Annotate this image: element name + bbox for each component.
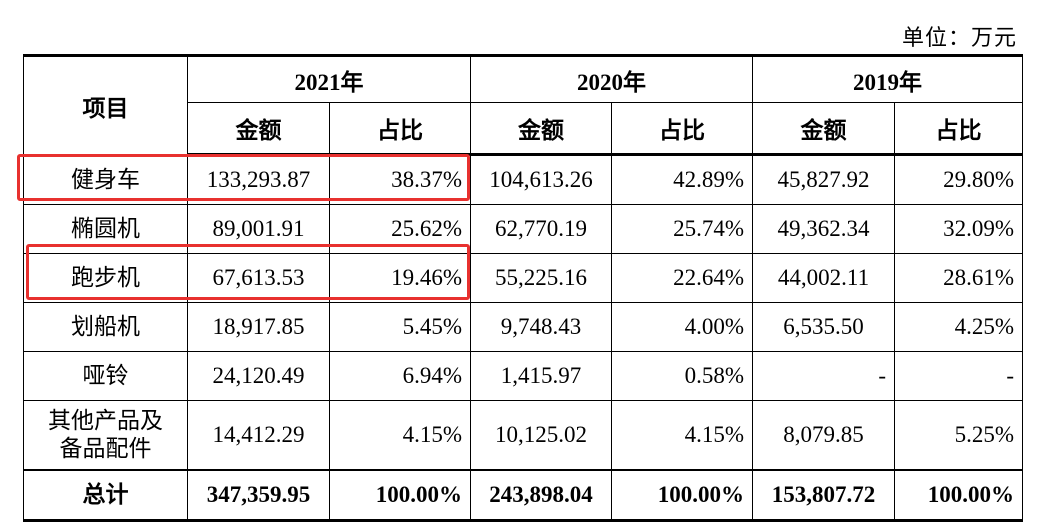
cell-amount: 45,827.92: [752, 154, 895, 205]
cell-ratio: 4.15%: [329, 400, 471, 471]
total-label: 总计: [23, 469, 188, 521]
cell-amount: 89,001.91: [187, 204, 330, 254]
cell-ratio: 0.58%: [611, 351, 753, 401]
cell-amount: 1,415.97: [470, 351, 612, 401]
row-label-line2: 备品配件: [59, 436, 152, 461]
cell-amount: 347,359.95: [187, 469, 330, 521]
table-row: 健身车 133,293.87 38.37% 104,613.26 42.89% …: [23, 154, 1023, 205]
cell-ratio: 29.80%: [894, 154, 1023, 205]
cell-amount: 6,535.50: [752, 302, 895, 352]
row-label-line1: 其他产品及: [48, 408, 163, 433]
cell-ratio: 4.00%: [611, 302, 753, 352]
cell-amount: 49,362.34: [752, 204, 895, 254]
cell-amount: 67,613.53: [187, 253, 330, 303]
row-label: 健身车: [23, 154, 188, 205]
cell-amount: 24,120.49: [187, 351, 330, 401]
cell-ratio: 4.25%: [894, 302, 1023, 352]
revenue-table: 项目 2021年 2020年 2019年 金额 占比 金额 占比 金额 占比 健…: [23, 54, 1023, 522]
row-label: 划船机: [23, 302, 188, 352]
row-label: 跑步机: [23, 253, 188, 303]
cell-ratio: 6.94%: [329, 351, 471, 401]
cell-amount: 10,125.02: [470, 400, 612, 471]
cell-ratio: 4.15%: [611, 400, 753, 471]
header-amount: 金额: [187, 102, 330, 156]
total-row: 总计 347,359.95 100.00% 243,898.04 100.00%…: [23, 469, 1023, 521]
cell-ratio: 100.00%: [894, 469, 1023, 521]
row-label: 其他产品及 备品配件: [23, 400, 188, 471]
cell-amount: -: [752, 351, 895, 401]
header-amount: 金额: [470, 102, 612, 156]
table-row: 跑步机 67,613.53 19.46% 55,225.16 22.64% 44…: [23, 253, 1023, 303]
cell-ratio: 19.46%: [329, 253, 471, 303]
row-label: 哑铃: [23, 351, 188, 401]
cell-amount: 44,002.11: [752, 253, 895, 303]
cell-amount: 153,807.72: [752, 469, 895, 521]
cell-amount: 104,613.26: [470, 154, 612, 205]
table-row: 哑铃 24,120.49 6.94% 1,415.97 0.58% - -: [23, 351, 1023, 401]
row-label: 椭圆机: [23, 204, 188, 254]
cell-ratio: 25.74%: [611, 204, 753, 254]
cell-amount: 62,770.19: [470, 204, 612, 254]
table-row: 划船机 18,917.85 5.45% 9,748.43 4.00% 6,535…: [23, 302, 1023, 352]
header-year-2021: 2021年: [187, 55, 471, 103]
cell-ratio: 100.00%: [329, 469, 471, 521]
cell-ratio: -: [894, 351, 1023, 401]
cell-ratio: 42.89%: [611, 154, 753, 205]
cell-amount: 9,748.43: [470, 302, 612, 352]
header-ratio: 占比: [894, 102, 1023, 156]
cell-amount: 243,898.04: [470, 469, 612, 521]
table-row: 椭圆机 89,001.91 25.62% 62,770.19 25.74% 49…: [23, 204, 1023, 254]
unit-label: 单位：万元: [901, 25, 1017, 50]
cell-amount: 8,079.85: [752, 400, 895, 471]
header-year-2020: 2020年: [470, 55, 753, 103]
table-row: 其他产品及 备品配件 14,412.29 4.15% 10,125.02 4.1…: [23, 400, 1023, 471]
cell-ratio: 5.45%: [329, 302, 471, 352]
cell-ratio: 100.00%: [611, 469, 753, 521]
cell-amount: 133,293.87: [187, 154, 330, 205]
cell-ratio: 32.09%: [894, 204, 1023, 254]
cell-ratio: 25.62%: [329, 204, 471, 254]
cell-ratio: 22.64%: [611, 253, 753, 303]
cell-ratio: 28.61%: [894, 253, 1023, 303]
cell-ratio: 5.25%: [894, 400, 1023, 471]
cell-ratio: 38.37%: [329, 154, 471, 205]
header-ratio: 占比: [329, 102, 471, 156]
header-row-columns: 金额 占比 金额 占比 金额 占比: [24, 102, 1023, 156]
header-item: 项目: [23, 55, 188, 155]
header-row-years: 项目 2021年 2020年 2019年: [23, 55, 1023, 155]
cell-amount: 18,917.85: [187, 302, 330, 352]
cell-amount: 14,412.29: [187, 400, 330, 471]
header-ratio: 占比: [611, 102, 753, 156]
header-year-2019: 2019年: [752, 55, 1023, 103]
header-amount: 金额: [752, 102, 895, 156]
cell-amount: 55,225.16: [470, 253, 612, 303]
